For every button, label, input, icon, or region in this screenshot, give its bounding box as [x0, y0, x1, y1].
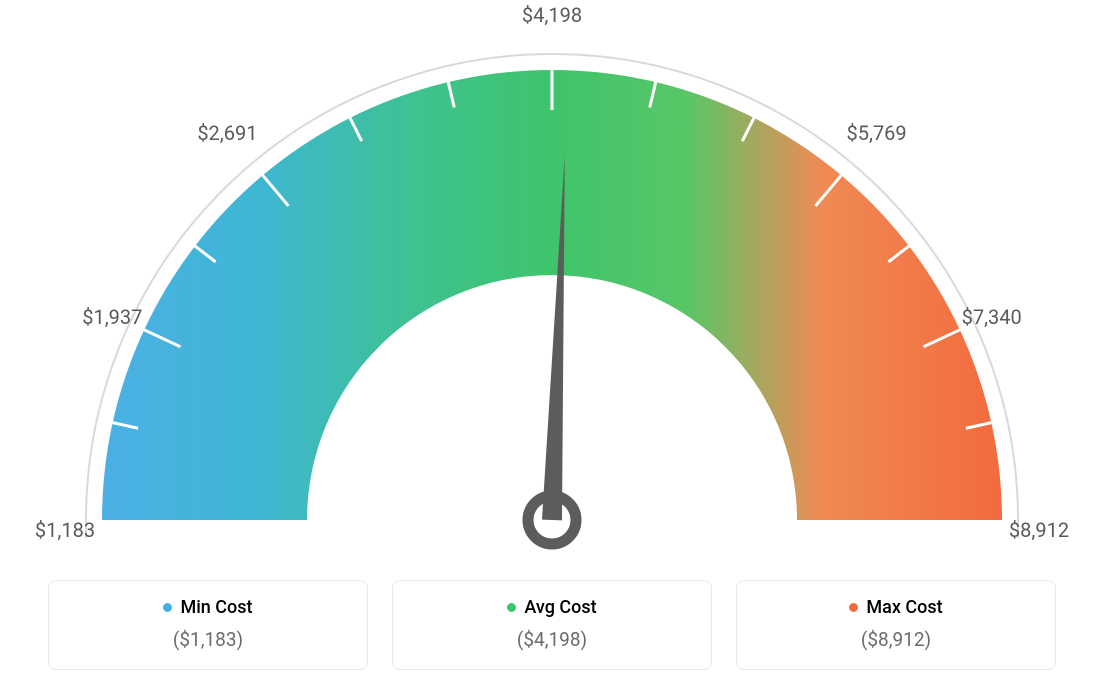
legend-title-max: Max Cost — [757, 597, 1035, 618]
gauge-tick-label: $5,769 — [847, 121, 907, 145]
gauge-svg — [0, 0, 1104, 560]
legend-value-max: ($8,912) — [757, 628, 1035, 651]
legend-label-avg: Avg Cost — [524, 597, 596, 618]
dot-icon — [849, 603, 858, 612]
legend-label-min: Min Cost — [180, 597, 252, 618]
gauge-area: $1,183 $1,937 $2,691 $4,198 $5,769 $7,340 $8,9… — [0, 0, 1104, 560]
dot-icon — [507, 603, 516, 612]
legend-title-min: Min Cost — [69, 597, 347, 618]
legend-value-min: ($1,183) — [69, 628, 347, 651]
gauge-tick-label: $1,183 — [35, 518, 95, 542]
legend-card-min: Min Cost ($1,183) — [48, 580, 368, 670]
gauge-tick-label: $7,340 — [962, 305, 1022, 329]
gauge-chart-container: $1,183 $1,937 $2,691 $4,198 $5,769 $7,340 $8,9… — [0, 0, 1104, 690]
legend-title-avg: Avg Cost — [413, 597, 691, 618]
legend-card-avg: Avg Cost ($4,198) — [392, 580, 712, 670]
gauge-tick-label: $4,198 — [522, 3, 582, 27]
legend-card-max: Max Cost ($8,912) — [736, 580, 1056, 670]
legend-value-avg: ($4,198) — [413, 628, 691, 651]
gauge-tick-label: $2,691 — [197, 121, 257, 145]
legend-row: Min Cost ($1,183) Avg Cost ($4,198) Max … — [48, 580, 1056, 670]
legend-label-max: Max Cost — [866, 597, 942, 618]
gauge-tick-label: $1,937 — [82, 305, 142, 329]
dot-icon — [163, 603, 172, 612]
gauge-tick-label: $8,912 — [1009, 518, 1069, 542]
